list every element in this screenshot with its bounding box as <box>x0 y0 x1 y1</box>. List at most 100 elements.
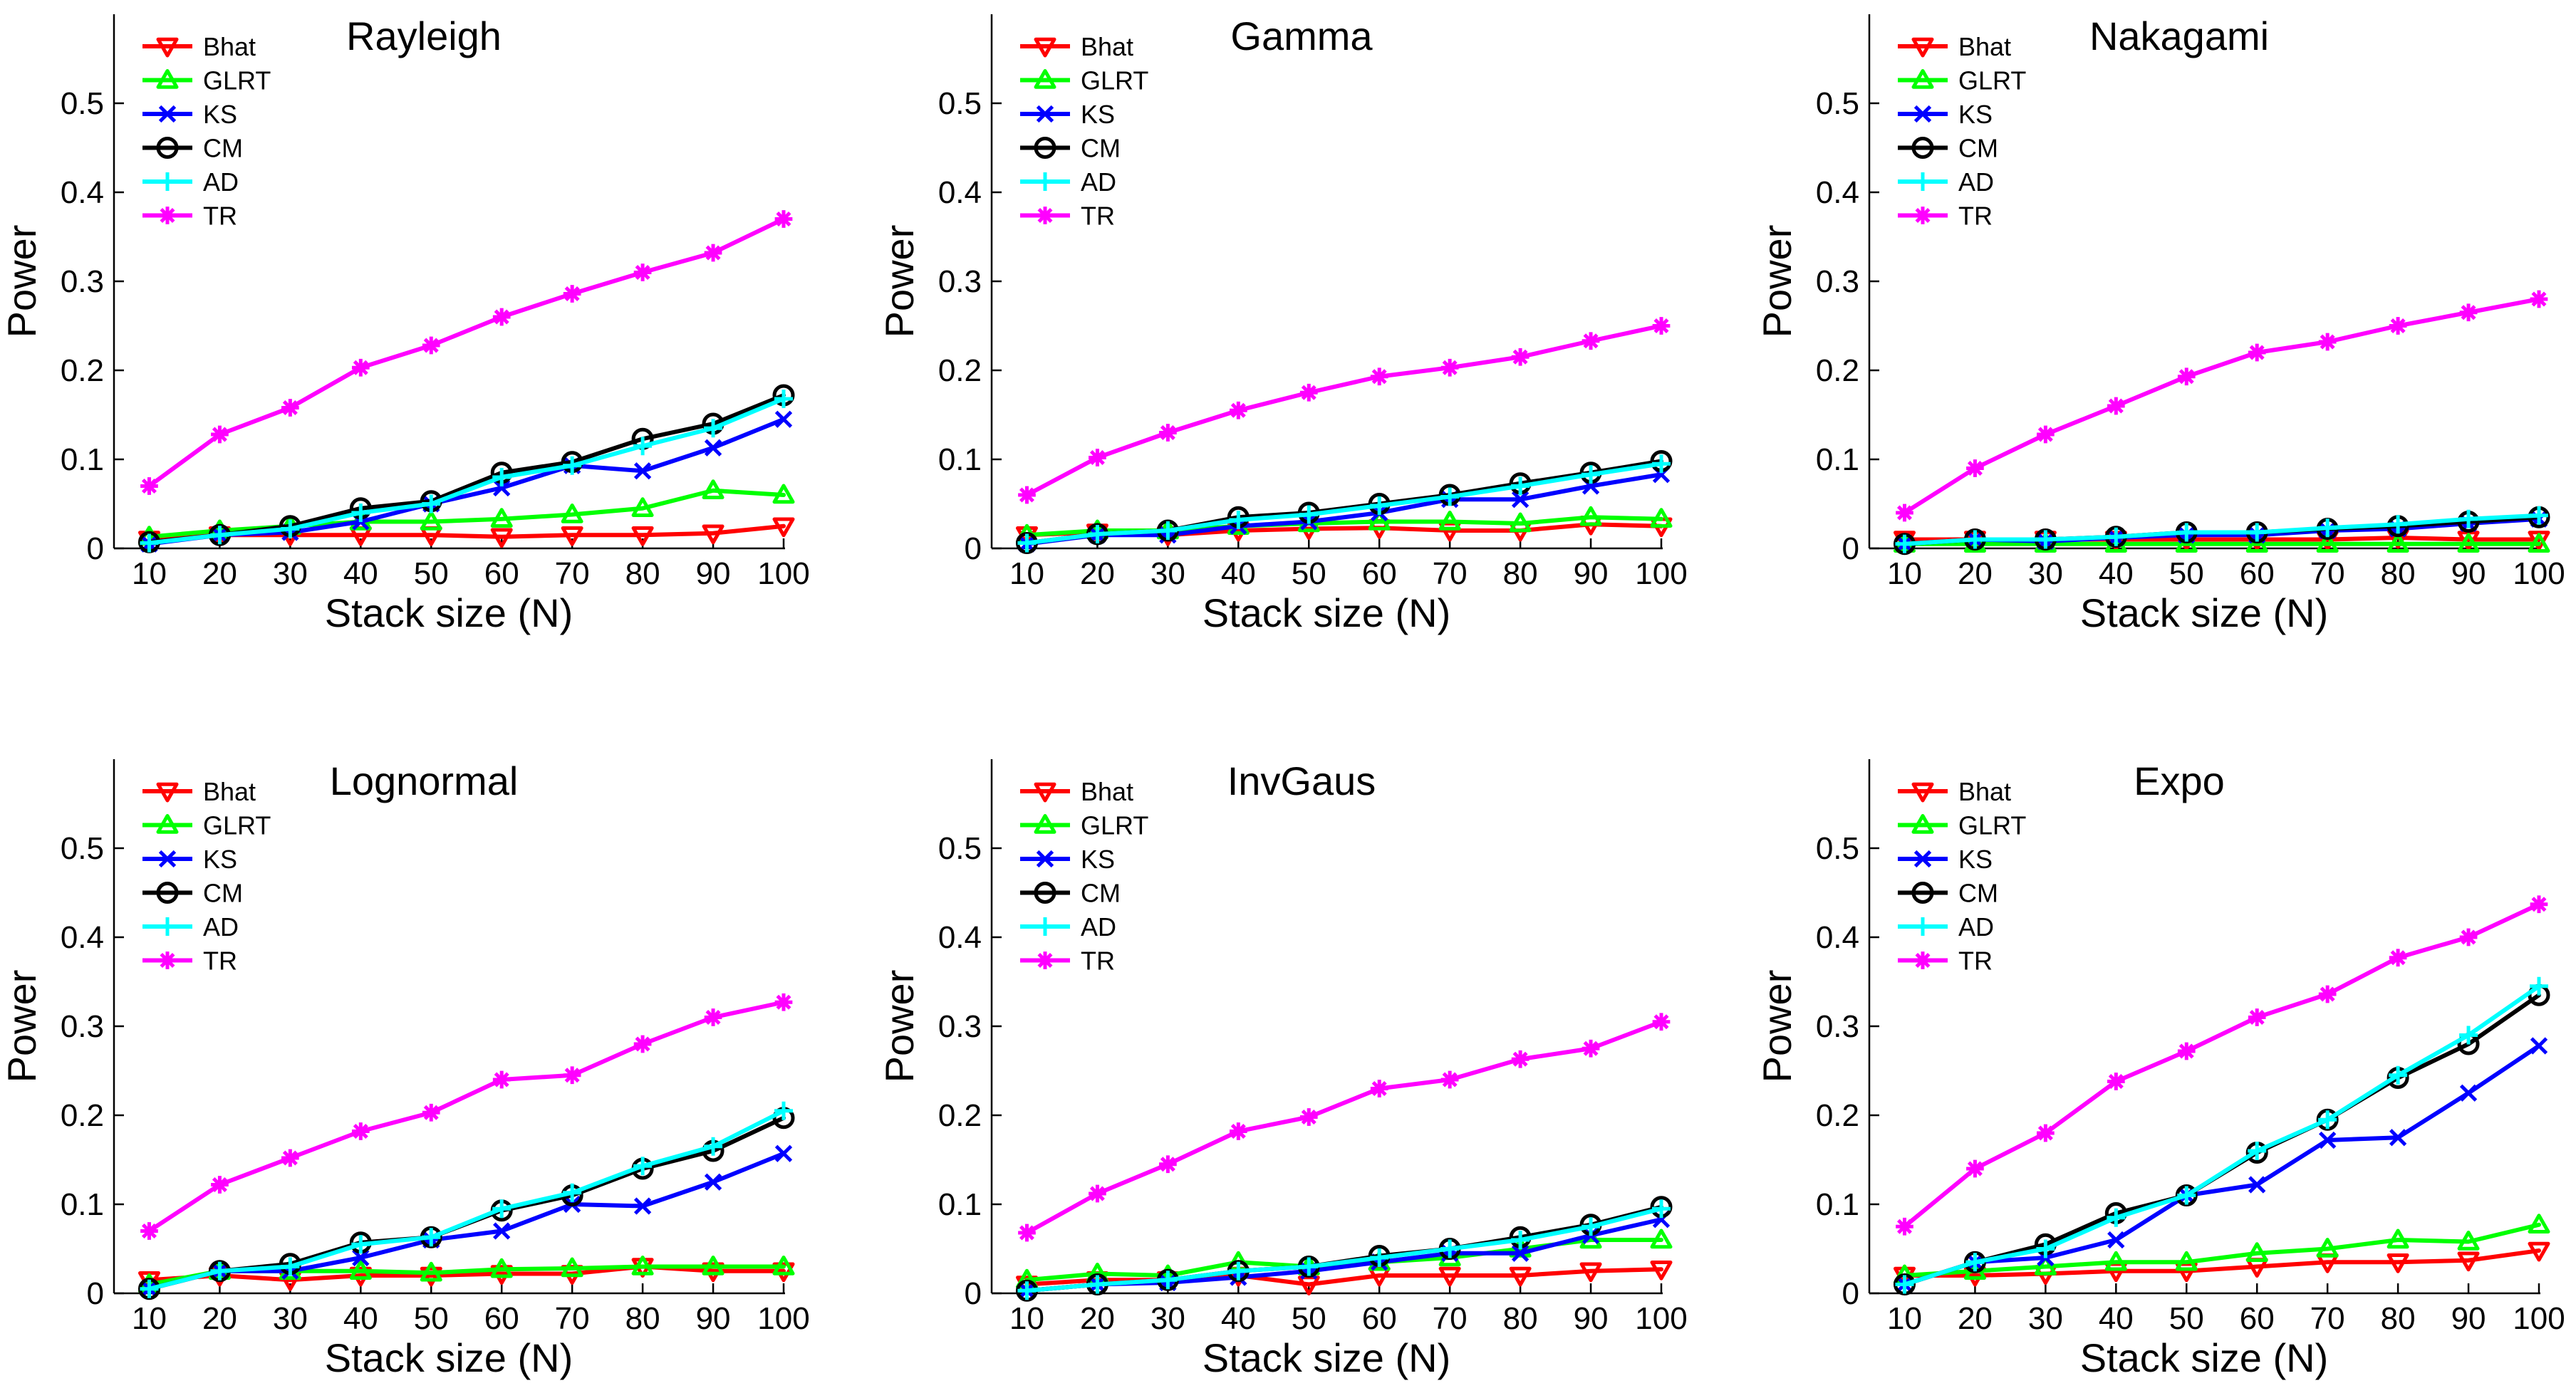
data-point <box>563 1183 582 1202</box>
series-line <box>147 1000 786 1233</box>
data-point <box>633 1157 653 1176</box>
series-line <box>1902 984 2541 1287</box>
data-point <box>1229 511 1248 529</box>
x-tick-label: 20 <box>1080 1301 1115 1336</box>
legend-label: KS <box>203 100 237 129</box>
legend: Bhat GLRT KS CM AD TR <box>142 777 271 976</box>
x-tick-label: 40 <box>1221 1301 1256 1336</box>
data-point <box>1511 348 1530 366</box>
data-point <box>281 399 299 417</box>
y-tick-label: 0.3 <box>1816 1009 1859 1044</box>
y-tick-label: 0.3 <box>61 1009 104 1044</box>
x-tick-label: 80 <box>1503 1301 1538 1336</box>
data-point <box>1017 533 1037 553</box>
x-axis-label: Stack size (N) <box>1203 1335 1451 1380</box>
chart-title: Expo <box>2134 758 2225 803</box>
y-tick-label: 0.3 <box>1816 264 1859 299</box>
data-point <box>1509 512 1532 533</box>
legend-marker <box>1034 137 1056 159</box>
legend-label: AD <box>1081 167 1116 197</box>
series-tr <box>140 993 793 1240</box>
data-point <box>1511 1244 1530 1262</box>
data-point <box>1896 1217 1913 1236</box>
series-line <box>1902 902 2541 1229</box>
legend-marker <box>1913 850 1932 868</box>
y-tick-label: 0 <box>87 1276 104 1311</box>
y-tick-label: 0.2 <box>938 1098 982 1133</box>
series-ks <box>1896 1037 2548 1293</box>
y-axis-label: Power <box>877 225 922 338</box>
data-point <box>1018 1224 1036 1242</box>
chart-panel-gamma: 0 0.1 0.2 0.3 0.4 0.5 10 20 30 40 50 60 70 80 90 100 Sta… <box>877 14 1688 635</box>
series-line <box>147 1264 786 1283</box>
legend-label: CM <box>203 134 243 163</box>
legend-marker <box>156 69 179 89</box>
legend-marker <box>156 814 179 834</box>
data-point <box>1440 487 1460 506</box>
y-tick-label: 0.2 <box>938 353 982 388</box>
data-point <box>422 1103 440 1122</box>
y-tick-label: 0 <box>965 1276 982 1311</box>
data-point <box>1229 1261 1248 1280</box>
data-point <box>1018 486 1036 504</box>
data-point <box>493 479 511 497</box>
legend-marker <box>156 137 179 159</box>
data-point <box>140 1222 158 1240</box>
series-line <box>1024 1019 1663 1235</box>
data-point <box>772 517 795 538</box>
series-line <box>147 1115 786 1291</box>
x-tick-label: 80 <box>2381 1301 2416 1336</box>
data-point <box>772 484 795 504</box>
data-point <box>2248 343 2266 362</box>
data-point <box>281 519 300 538</box>
data-point <box>210 526 229 545</box>
series-tr <box>140 210 793 495</box>
legend-label: GLRT <box>1958 66 2026 95</box>
x-axis-label: Stack size (N) <box>1203 590 1451 635</box>
y-tick-label: 0.5 <box>1816 86 1859 121</box>
data-point <box>1229 1122 1247 1140</box>
data-point <box>2107 1208 2126 1227</box>
series-line <box>1902 297 2541 515</box>
data-point <box>704 1173 722 1191</box>
chart-title: Rayleigh <box>346 14 502 58</box>
data-point <box>2318 333 2337 351</box>
data-point <box>420 1266 442 1287</box>
data-point <box>2389 317 2407 335</box>
legend-marker <box>158 951 177 969</box>
series-line <box>1902 1248 2541 1278</box>
data-point <box>2107 1073 2125 1090</box>
x-tick-label: 10 <box>1887 1301 1922 1336</box>
data-point <box>1965 530 1985 549</box>
legend-marker <box>1911 137 1934 159</box>
y-tick-label: 0.2 <box>1816 353 1859 388</box>
data-point <box>1370 1080 1388 1097</box>
x-tick-label: 40 <box>343 556 378 591</box>
data-point <box>2248 523 2267 542</box>
series-tr <box>1896 895 2548 1236</box>
x-tick-label: 70 <box>555 1301 590 1336</box>
data-point <box>2107 527 2126 546</box>
y-axis-label: Power <box>877 970 922 1083</box>
data-point <box>1966 1159 1984 1178</box>
data-point <box>1966 459 1984 477</box>
legend-marker <box>1911 814 1934 834</box>
data-point <box>2387 533 2409 553</box>
data-point <box>1299 1108 1318 1126</box>
series-ad <box>1895 506 2548 553</box>
data-point <box>704 439 722 457</box>
series-ad <box>1017 454 1671 553</box>
chart-panel-invgaus: 0 0.1 0.2 0.3 0.4 0.5 10 20 30 40 50 60 70 80 90 100 Sta… <box>877 758 1688 1380</box>
legend-label: AD <box>203 167 239 197</box>
y-tick-label: 0.1 <box>61 1187 104 1222</box>
y-tick-label: 0 <box>965 531 982 566</box>
data-point <box>1088 1275 1107 1294</box>
legend-marker <box>1036 951 1054 969</box>
legend-marker <box>1911 782 1934 803</box>
legend-label: TR <box>1958 946 1993 976</box>
data-point <box>563 285 581 303</box>
y-tick-label: 0.5 <box>938 86 982 121</box>
data-point <box>1017 1281 1037 1300</box>
data-point <box>2318 518 2337 538</box>
legend-marker <box>158 917 177 936</box>
